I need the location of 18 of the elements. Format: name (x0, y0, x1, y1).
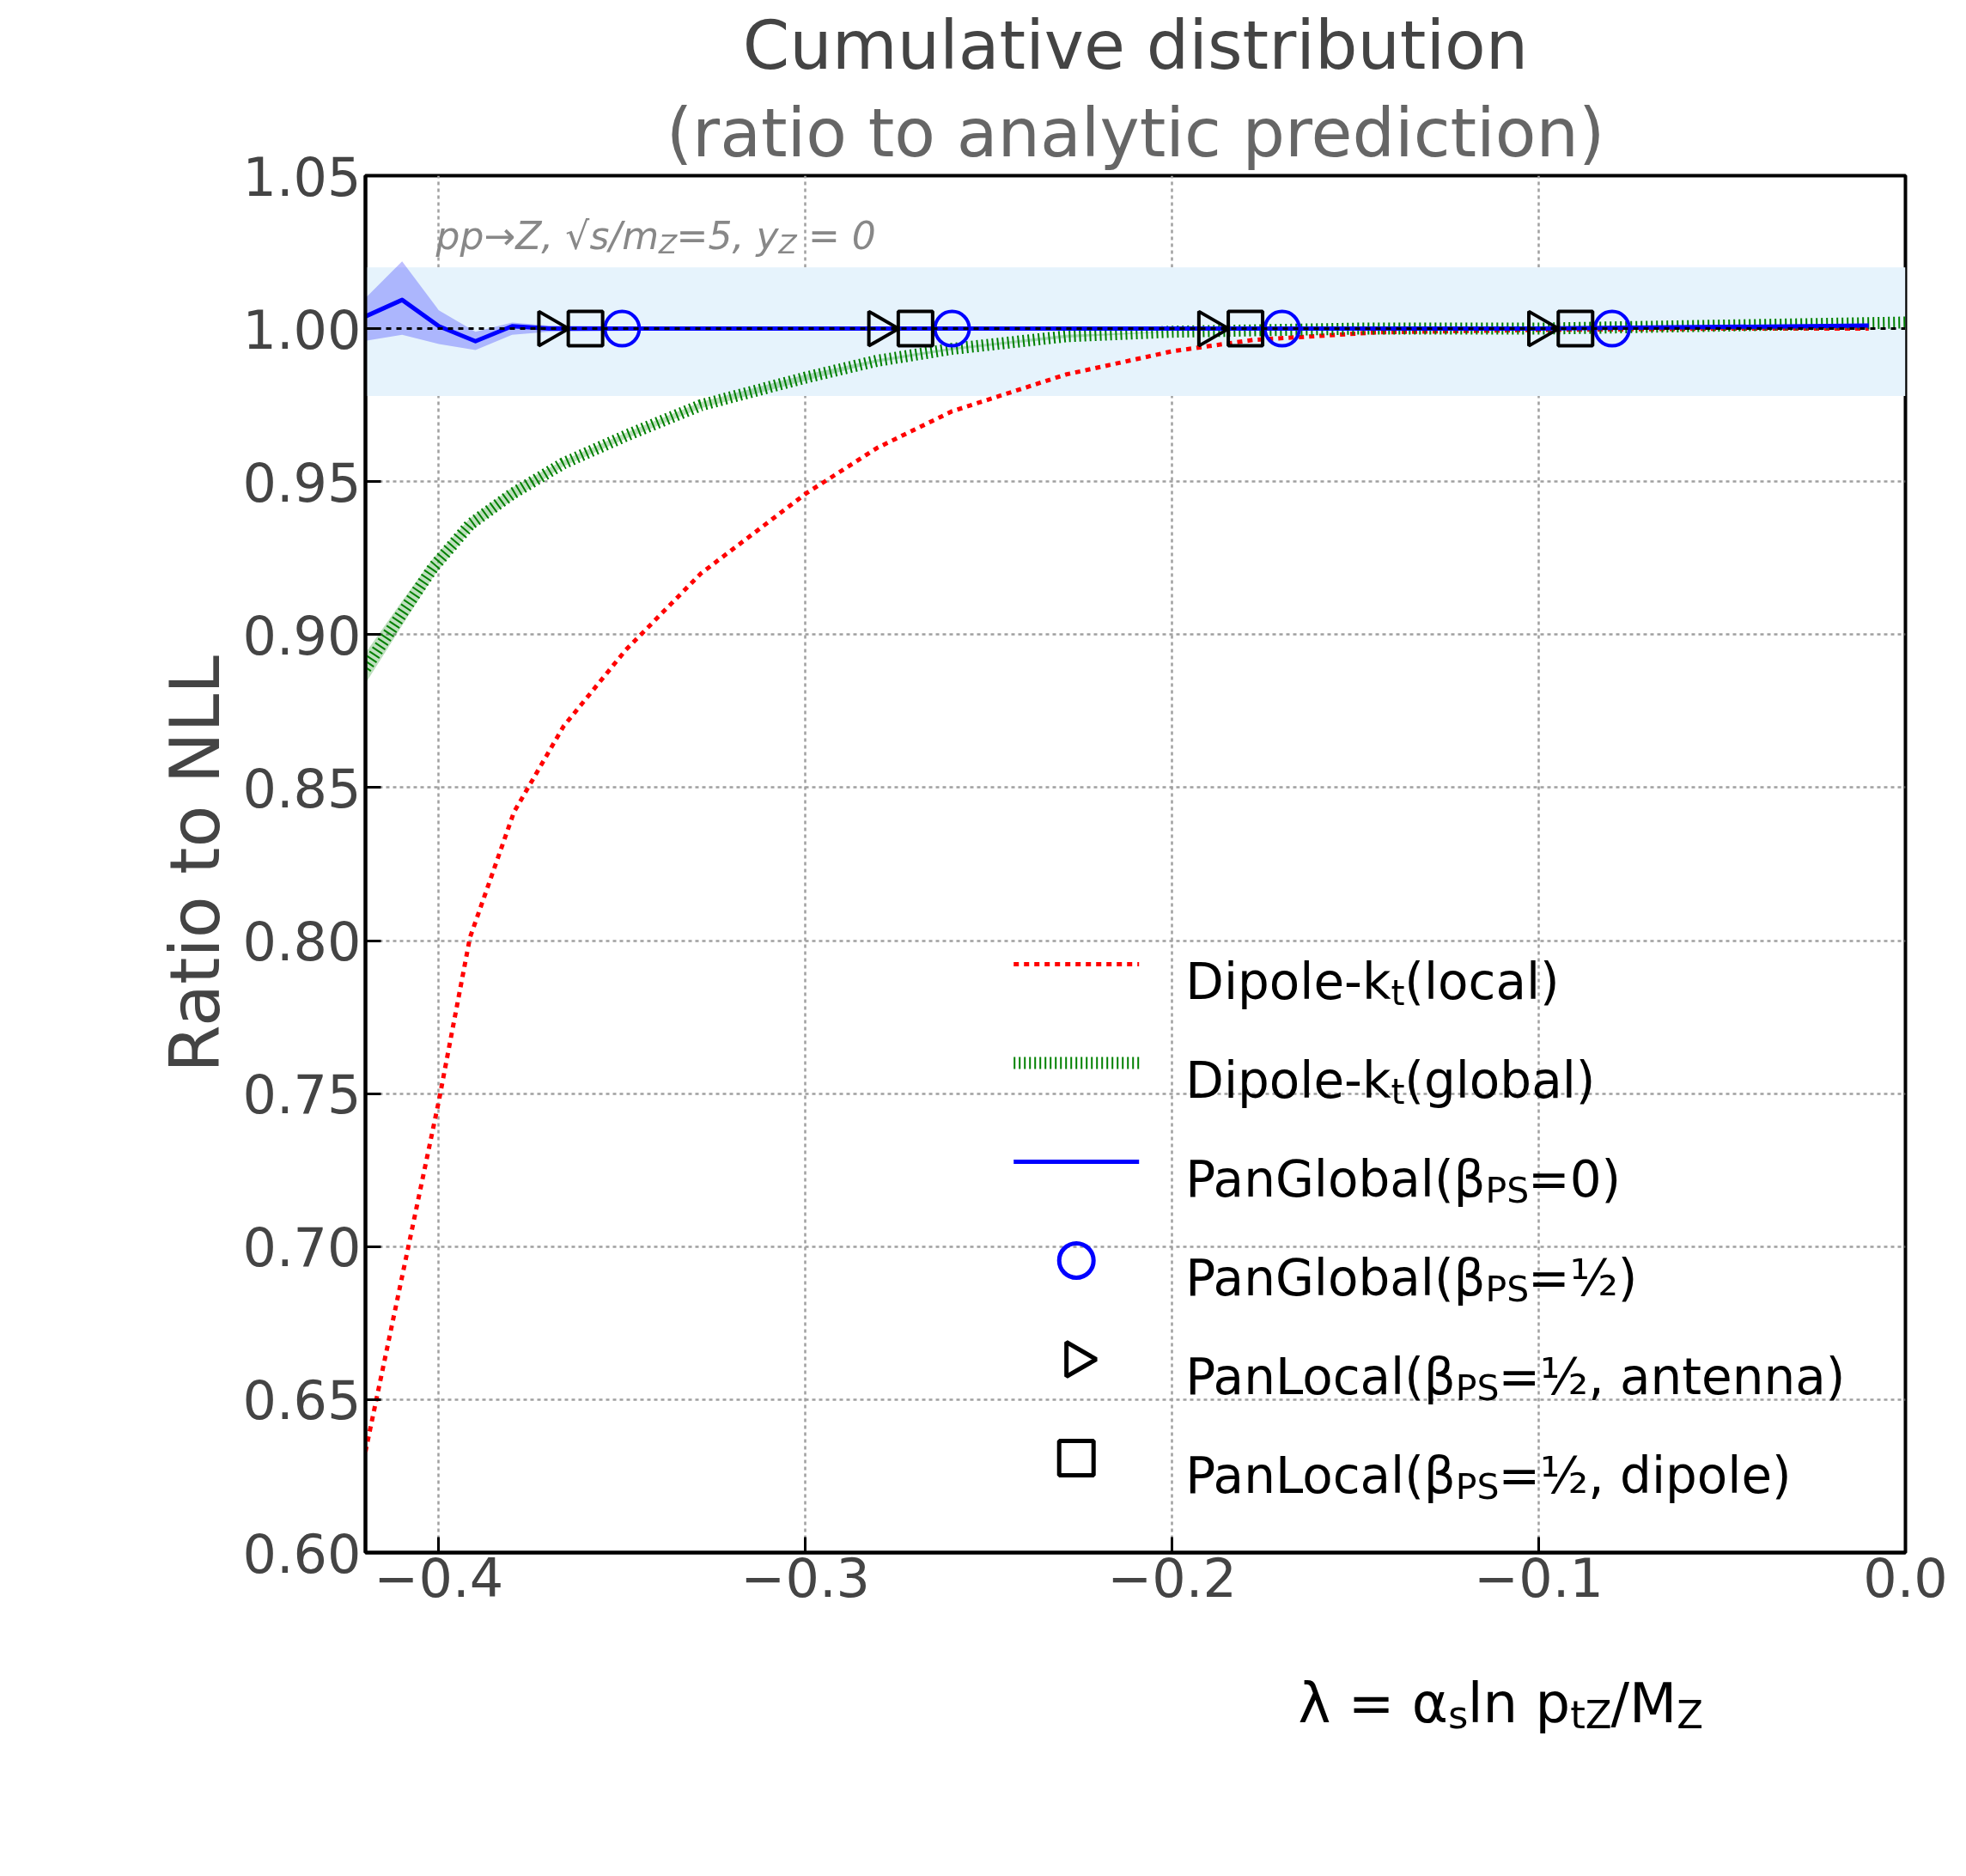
y-axis-title: Ratio to NLL (155, 655, 236, 1073)
y-tick-label: 0.65 (242, 1369, 362, 1433)
y-tick-label: 0.80 (242, 911, 362, 974)
y-tick-label: 1.05 (242, 145, 362, 209)
y-tick-label: 1.00 (242, 298, 362, 362)
x-tick-label: −0.2 (1107, 1546, 1237, 1610)
x-tick-label: −0.1 (1474, 1546, 1604, 1610)
y-tick-label: 0.75 (242, 1063, 362, 1127)
x-tick-label: 0.0 (1863, 1546, 1948, 1610)
y-tick-label: 0.60 (242, 1522, 362, 1586)
chart-title: Cumulative distribution (742, 6, 1529, 84)
x-tick-label: −0.4 (374, 1546, 504, 1610)
x-tick-label: −0.3 (740, 1546, 871, 1610)
y-tick-label: 0.90 (242, 604, 362, 667)
chart-subtitle: (ratio to analytic prediction) (666, 94, 1605, 172)
y-tick-label: 0.85 (242, 757, 362, 820)
y-tick-label: 0.95 (242, 451, 362, 515)
y-tick-label: 0.70 (242, 1216, 362, 1280)
